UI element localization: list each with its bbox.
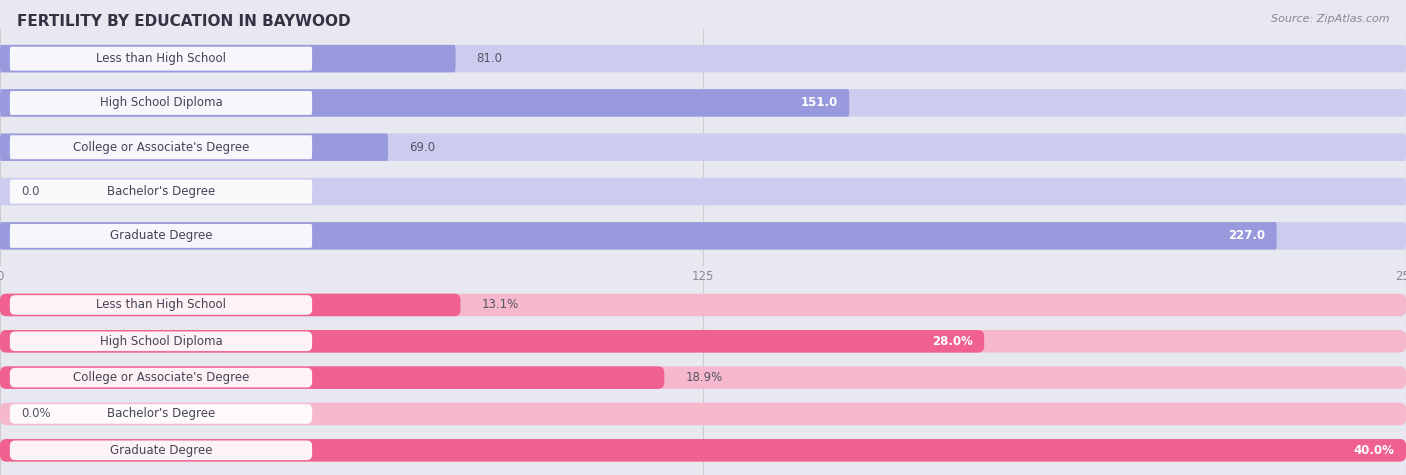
FancyBboxPatch shape	[0, 89, 1406, 117]
FancyBboxPatch shape	[0, 439, 1406, 462]
Text: 81.0: 81.0	[477, 52, 502, 65]
Text: 28.0%: 28.0%	[932, 335, 973, 348]
FancyBboxPatch shape	[0, 222, 1277, 249]
FancyBboxPatch shape	[0, 330, 1406, 352]
Text: 69.0: 69.0	[409, 141, 436, 154]
FancyBboxPatch shape	[10, 180, 312, 203]
FancyBboxPatch shape	[0, 45, 456, 72]
Text: Less than High School: Less than High School	[96, 298, 226, 312]
FancyBboxPatch shape	[0, 294, 1406, 316]
Text: Less than High School: Less than High School	[96, 52, 226, 65]
Text: Source: ZipAtlas.com: Source: ZipAtlas.com	[1271, 14, 1389, 24]
FancyBboxPatch shape	[0, 178, 1406, 205]
FancyBboxPatch shape	[0, 403, 1406, 425]
FancyBboxPatch shape	[10, 224, 312, 248]
FancyBboxPatch shape	[0, 89, 849, 117]
Text: 13.1%: 13.1%	[481, 298, 519, 312]
FancyBboxPatch shape	[0, 439, 1406, 462]
Text: College or Associate's Degree: College or Associate's Degree	[73, 371, 249, 384]
FancyBboxPatch shape	[0, 294, 461, 316]
Text: Graduate Degree: Graduate Degree	[110, 444, 212, 457]
Text: 0.0%: 0.0%	[21, 408, 51, 420]
FancyBboxPatch shape	[10, 440, 312, 460]
Text: High School Diploma: High School Diploma	[100, 335, 222, 348]
FancyBboxPatch shape	[0, 366, 664, 389]
Text: High School Diploma: High School Diploma	[100, 96, 222, 109]
FancyBboxPatch shape	[0, 133, 388, 161]
Text: 0.0: 0.0	[21, 185, 39, 198]
FancyBboxPatch shape	[0, 366, 1406, 389]
FancyBboxPatch shape	[0, 45, 1406, 72]
Text: 227.0: 227.0	[1229, 229, 1265, 242]
FancyBboxPatch shape	[0, 133, 1406, 161]
FancyBboxPatch shape	[10, 404, 312, 424]
FancyBboxPatch shape	[10, 135, 312, 159]
FancyBboxPatch shape	[0, 222, 1406, 249]
FancyBboxPatch shape	[10, 295, 312, 315]
Text: Bachelor's Degree: Bachelor's Degree	[107, 408, 215, 420]
Text: FERTILITY BY EDUCATION IN BAYWOOD: FERTILITY BY EDUCATION IN BAYWOOD	[17, 14, 350, 29]
Text: 18.9%: 18.9%	[686, 371, 723, 384]
FancyBboxPatch shape	[10, 368, 312, 388]
Text: 151.0: 151.0	[801, 96, 838, 109]
FancyBboxPatch shape	[0, 330, 984, 352]
Text: 40.0%: 40.0%	[1354, 444, 1395, 457]
Text: Graduate Degree: Graduate Degree	[110, 229, 212, 242]
FancyBboxPatch shape	[10, 91, 312, 115]
FancyBboxPatch shape	[10, 47, 312, 71]
Text: College or Associate's Degree: College or Associate's Degree	[73, 141, 249, 154]
Text: Bachelor's Degree: Bachelor's Degree	[107, 185, 215, 198]
FancyBboxPatch shape	[10, 332, 312, 351]
